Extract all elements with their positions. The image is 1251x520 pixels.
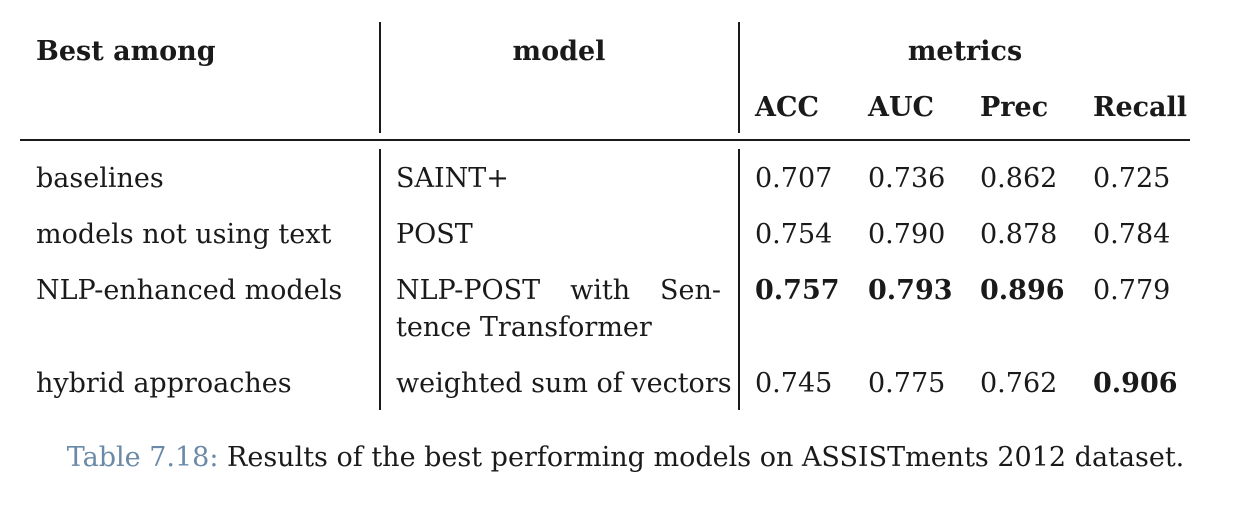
row-4-best-among: hybrid approaches xyxy=(36,368,292,399)
body-divider-1 xyxy=(379,149,381,410)
body-divider-2 xyxy=(738,149,740,410)
table-caption: Table 7.18: Results of the best performi… xyxy=(0,440,1251,476)
header-model: model xyxy=(512,36,606,67)
row-3-model-word-3: Sen- xyxy=(660,275,721,306)
row-3-recall: 0.779 xyxy=(1093,275,1171,306)
row-1-best-among: baselines xyxy=(36,163,164,194)
row-4-auc: 0.775 xyxy=(868,368,946,399)
row-3-model-word-2: with xyxy=(570,275,631,306)
header-metrics: metrics xyxy=(907,36,1023,67)
header-prec: Prec xyxy=(980,92,1049,123)
row-1-model: SAINT+ xyxy=(396,163,509,194)
row-1-acc: 0.707 xyxy=(755,163,833,194)
header-rule xyxy=(20,139,1190,141)
row-3-prec: 0.896 xyxy=(980,275,1065,306)
row-3-acc: 0.757 xyxy=(755,275,840,306)
row-4-prec: 0.762 xyxy=(980,368,1058,399)
header-acc: ACC xyxy=(755,92,819,123)
row-4-model: weighted sum of vectors xyxy=(396,368,732,399)
caption-text: Results of the best performing models on… xyxy=(218,442,1185,473)
row-3-best-among: NLP-enhanced models xyxy=(36,275,343,306)
header-best-among: Best among xyxy=(36,36,216,67)
caption-label: Table 7.18: xyxy=(66,442,219,473)
header-divider-2 xyxy=(738,22,740,133)
row-1-recall: 0.725 xyxy=(1093,163,1171,194)
header-recall: Recall xyxy=(1093,92,1188,123)
row-2-best-among: models not using text xyxy=(36,219,332,250)
row-2-acc: 0.754 xyxy=(755,219,833,250)
row-3-model-word-1: NLP-POST xyxy=(396,275,541,306)
row-2-recall: 0.784 xyxy=(1093,219,1171,250)
row-4-recall: 0.906 xyxy=(1093,368,1178,399)
header-divider-1 xyxy=(379,22,381,133)
row-3-model-line-2: tence Transformer xyxy=(396,312,652,343)
row-4-acc: 0.745 xyxy=(755,368,833,399)
header-auc: AUC xyxy=(868,92,934,123)
row-3-auc: 0.793 xyxy=(868,275,953,306)
row-2-auc: 0.790 xyxy=(868,219,946,250)
row-2-prec: 0.878 xyxy=(980,219,1058,250)
row-1-prec: 0.862 xyxy=(980,163,1058,194)
row-1-auc: 0.736 xyxy=(868,163,946,194)
row-2-model: POST xyxy=(396,219,473,250)
row-3-model-line-1: NLP-POST with Sen- xyxy=(396,273,721,309)
